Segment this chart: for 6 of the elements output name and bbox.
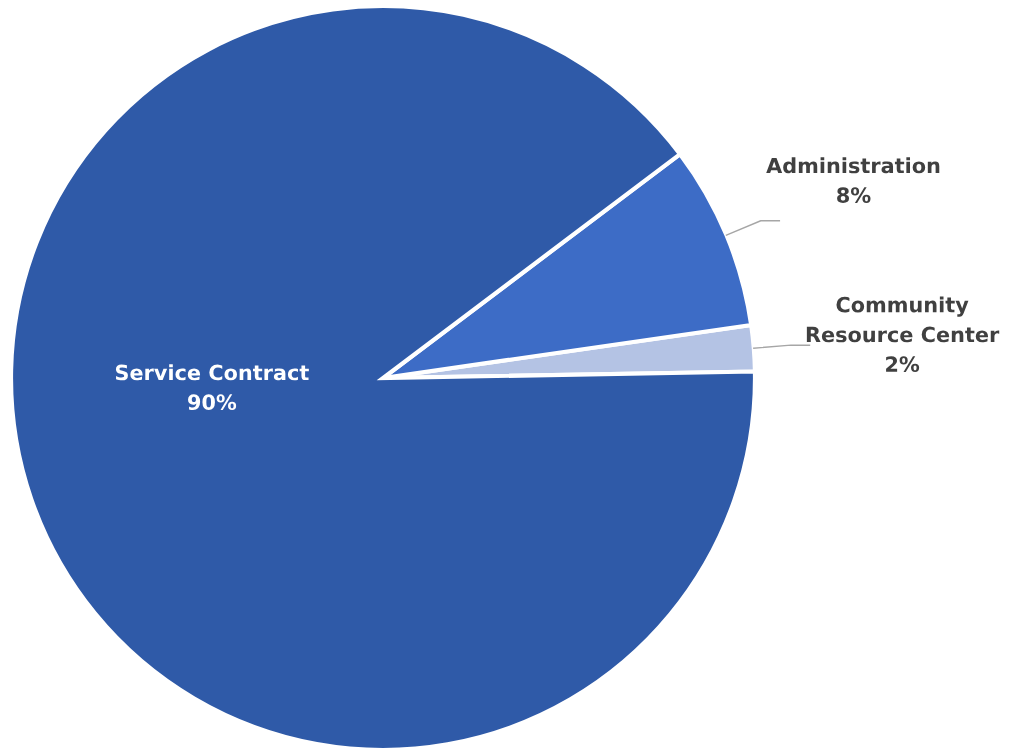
slice-label: Service Contract	[115, 364, 309, 381]
data-label: 2%	[886, 356, 920, 373]
slice-label: Community Resource Center	[806, 296, 1000, 343]
data-label: 90%	[188, 394, 237, 411]
slice-label: Administration	[766, 157, 940, 174]
data-label: 8%	[837, 187, 871, 204]
